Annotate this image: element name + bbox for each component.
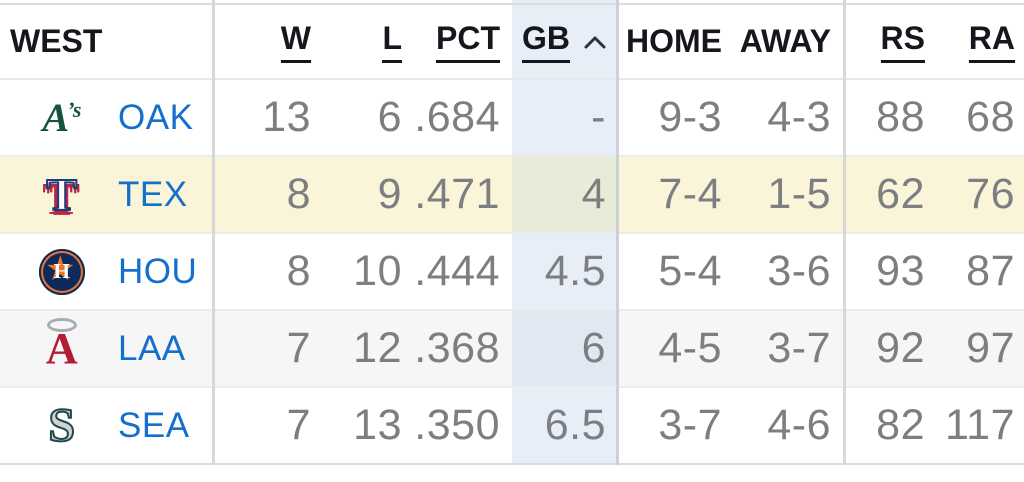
runs-scored-cell: 82 bbox=[876, 401, 925, 449]
table-top-border bbox=[0, 3, 1024, 5]
team-abbr-link[interactable]: OAK bbox=[118, 97, 194, 137]
games-back-cell: 6 bbox=[512, 311, 618, 386]
away-record-cell: 3-6 bbox=[767, 247, 831, 295]
games-back-cell: 6.5 bbox=[512, 388, 618, 463]
column-header-ra[interactable]: RA bbox=[934, 5, 1024, 78]
runs-scored-cell: 62 bbox=[876, 170, 925, 218]
away-record-cell: 4-3 bbox=[767, 93, 831, 141]
column-header-w[interactable]: W bbox=[213, 5, 313, 78]
runs-scored-cell: 92 bbox=[876, 324, 925, 372]
team-cell[interactable]: T TEX bbox=[0, 157, 213, 232]
away-record-cell: 1-5 bbox=[767, 170, 831, 218]
home-record-cell: 3-7 bbox=[658, 401, 722, 449]
standings-row-laa: A LAA 7 12 .368 6 4-5 3-7 92 97 bbox=[0, 311, 1024, 388]
pct-cell: .444 bbox=[414, 247, 500, 295]
column-header-home: HOME bbox=[626, 23, 722, 59]
losses-cell: 13 bbox=[353, 401, 402, 449]
team-cell[interactable]: S SEA bbox=[0, 388, 213, 463]
column-header-pct[interactable]: PCT bbox=[404, 5, 512, 78]
runs-allowed-cell: 97 bbox=[966, 324, 1015, 372]
away-record-cell: 4-6 bbox=[767, 401, 831, 449]
wins-cell: 7 bbox=[286, 401, 311, 449]
losses-cell: 6 bbox=[377, 93, 402, 141]
angels-logo: A bbox=[38, 317, 86, 377]
losses-cell: 10 bbox=[353, 247, 402, 295]
astros-logo: ★ H bbox=[38, 244, 86, 300]
standings-row-sea: S SEA 7 13 .350 6.5 3-7 4-6 82 117 bbox=[0, 388, 1024, 465]
away-record-cell: 3-7 bbox=[767, 324, 831, 372]
runs-scored-cell: 93 bbox=[876, 247, 925, 295]
previous-section-edge bbox=[0, 0, 1024, 3]
pct-cell: .350 bbox=[414, 401, 500, 449]
standings-header-row: WEST W L PCT GB HOME AWAY RS RA bbox=[0, 5, 1024, 80]
team-cell[interactable]: ★ H HOU bbox=[0, 234, 213, 309]
column-header-gb[interactable]: GB bbox=[512, 5, 618, 78]
team-cell[interactable]: A LAA bbox=[0, 311, 213, 386]
standings-body: A’s OAK 13 6 .684 - 9-3 4-3 88 68 T TEX … bbox=[0, 80, 1024, 465]
games-back-cell: - bbox=[512, 80, 618, 155]
home-record-cell: 5-4 bbox=[658, 247, 722, 295]
team-abbr-link[interactable]: TEX bbox=[118, 174, 188, 214]
games-back-cell: 4 bbox=[512, 157, 618, 232]
pct-cell: .368 bbox=[414, 324, 500, 372]
standings-row-tex-highlighted: T TEX 8 9 .471 4 7-4 1-5 62 76 bbox=[0, 157, 1024, 234]
mariners-logo: S bbox=[47, 398, 76, 453]
athletics-logo: A’s bbox=[42, 95, 82, 140]
pct-cell: .684 bbox=[414, 93, 500, 141]
home-record-cell: 4-5 bbox=[658, 324, 722, 372]
runs-scored-cell: 88 bbox=[876, 93, 925, 141]
games-back-cell: 4.5 bbox=[512, 234, 618, 309]
team-abbr-link[interactable]: LAA bbox=[118, 328, 186, 368]
losses-cell: 12 bbox=[353, 324, 402, 372]
column-header-away: AWAY bbox=[739, 23, 831, 59]
losses-cell: 9 bbox=[377, 170, 402, 218]
division-label: WEST bbox=[10, 23, 103, 59]
runs-allowed-cell: 117 bbox=[944, 401, 1015, 449]
wins-cell: 13 bbox=[262, 93, 311, 141]
wins-cell: 8 bbox=[286, 247, 311, 295]
column-header-rs[interactable]: RS bbox=[845, 5, 934, 78]
team-abbr-link[interactable]: HOU bbox=[118, 251, 198, 291]
rangers-logo: T bbox=[45, 168, 78, 221]
home-record-cell: 9-3 bbox=[658, 93, 722, 141]
wins-cell: 7 bbox=[286, 324, 311, 372]
wins-cell: 8 bbox=[286, 170, 311, 218]
pct-cell: .471 bbox=[414, 170, 500, 218]
home-record-cell: 7-4 bbox=[658, 170, 722, 218]
team-cell[interactable]: A’s OAK bbox=[0, 80, 213, 155]
standings-row-oak: A’s OAK 13 6 .684 - 9-3 4-3 88 68 bbox=[0, 80, 1024, 157]
runs-allowed-cell: 76 bbox=[966, 170, 1015, 218]
column-header-l[interactable]: L bbox=[313, 5, 404, 78]
standings-row-hou: ★ H HOU 8 10 .444 4.5 5-4 3-6 93 87 bbox=[0, 234, 1024, 311]
runs-allowed-cell: 87 bbox=[966, 247, 1015, 295]
sort-ascending-icon bbox=[583, 34, 607, 50]
runs-allowed-cell: 68 bbox=[966, 93, 1015, 141]
team-abbr-link[interactable]: SEA bbox=[118, 405, 190, 445]
gb-column-tint bbox=[512, 0, 618, 3]
